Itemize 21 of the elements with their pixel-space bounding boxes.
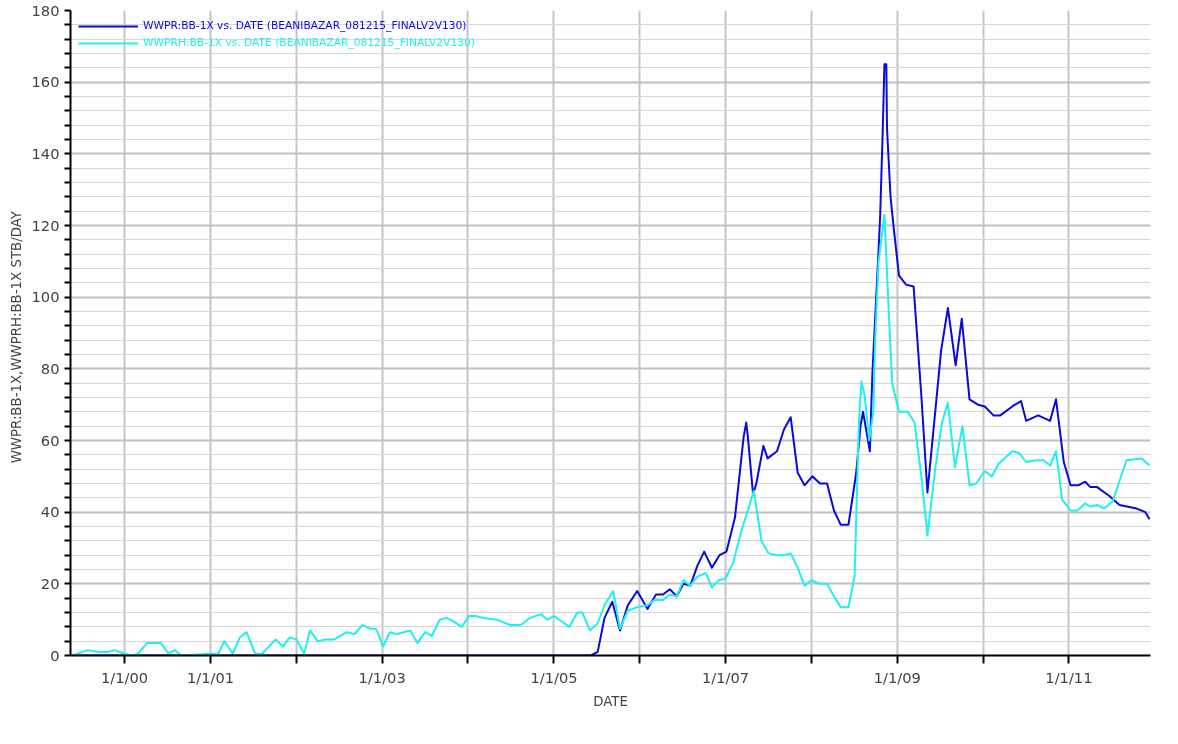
y-tick-label: 80 <box>40 359 60 377</box>
text: WWPRH:BB-1X vs. DATE (BEANIBAZAR_081215_FINALV2V130) <box>143 36 475 49</box>
x-tick-label: 1/1/05 <box>530 668 578 686</box>
y-tick-label: 40 <box>40 503 60 521</box>
y-axis-title: WWPR:BB-1X,WWPRH:BB-1X STB/DAY <box>8 210 24 464</box>
x-tick-label: 1/1/00 <box>100 668 149 686</box>
y-tick-label: 100 <box>31 288 60 306</box>
y-tick-label: 180 <box>31 1 60 19</box>
x-tick-label: 1/1/07 <box>701 668 750 686</box>
y-tick-label: 0 <box>50 646 60 664</box>
y-tick-label: 120 <box>31 216 60 234</box>
x-tick-label: 1/1/11 <box>1045 668 1093 686</box>
y-tick-label: 140 <box>31 144 60 162</box>
x-tick-label: 1/1/03 <box>358 668 406 686</box>
x-axis-title: DATE <box>593 693 628 709</box>
text: WWPR:BB-1X vs. DATE (BEANIBAZAR_081215_FINALV2V130) <box>143 19 467 32</box>
x-tick-label: 1/1/09 <box>873 668 921 686</box>
y-tick-label: 160 <box>31 73 60 91</box>
y-tick-label: 20 <box>40 574 60 592</box>
x-tick-label: 1/1/01 <box>187 668 235 686</box>
y-tick-label: 60 <box>40 431 60 449</box>
